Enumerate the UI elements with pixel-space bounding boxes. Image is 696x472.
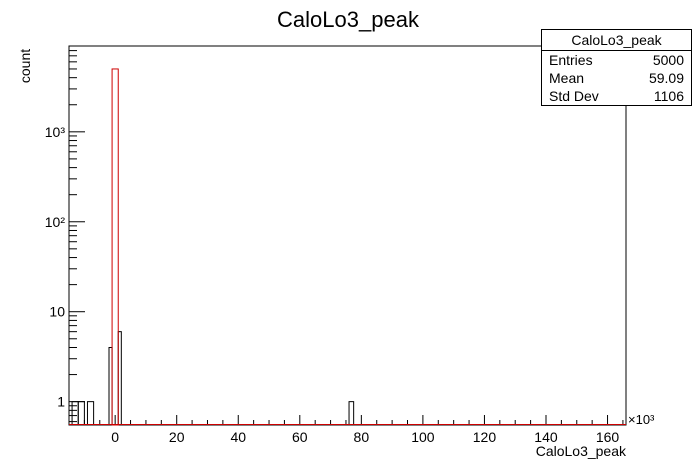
- stats-row-stddev: Std Dev 1106: [542, 87, 691, 105]
- x-tick-label: 0: [111, 429, 119, 445]
- histogram-bin: [348, 401, 355, 426]
- x-tick-label: 140: [534, 429, 558, 445]
- y-axis-label: count: [17, 49, 33, 83]
- stats-value: 59.09: [648, 70, 684, 86]
- stats-label: Entries: [549, 52, 593, 68]
- histogram-bin: [77, 401, 85, 426]
- y-tick-label: 10³: [45, 124, 66, 140]
- stats-value: 1106: [653, 88, 684, 104]
- stats-value: 5000: [652, 52, 684, 68]
- y-tick-label: 1: [57, 394, 65, 410]
- x-tick-label: 40: [230, 429, 246, 445]
- histogram-bin: [111, 68, 119, 426]
- histogram-bars: [69, 68, 626, 426]
- x-tick-label: 80: [354, 429, 370, 445]
- x-axis-label: CaloLo3_peak: [536, 443, 627, 459]
- x-tick-label: 100: [411, 429, 435, 445]
- y-tick-label: 10²: [45, 214, 66, 230]
- stats-title: CaloLo3_peak: [542, 30, 691, 51]
- stats-label: Mean: [549, 70, 585, 86]
- histogram-bin: [86, 401, 95, 426]
- stats-row-mean: Mean 59.09: [542, 69, 691, 87]
- stats-row-entries: Entries 5000: [542, 51, 691, 69]
- y-tick-label: 10: [49, 304, 65, 320]
- stats-label: Std Dev: [549, 88, 599, 104]
- x-tick-label: 160: [596, 429, 620, 445]
- x-axis-scale-label: ×10³: [628, 412, 655, 427]
- x-tick-label: 60: [292, 429, 308, 445]
- y-axis-ticks: 1 10 10² 10³: [45, 45, 85, 423]
- x-tick-label: 120: [473, 429, 497, 445]
- x-tick-label: 20: [169, 429, 185, 445]
- stats-box: CaloLo3_peak Entries 5000 Mean 59.09 Std…: [541, 29, 692, 106]
- chart-title: CaloLo3_peak: [277, 7, 420, 32]
